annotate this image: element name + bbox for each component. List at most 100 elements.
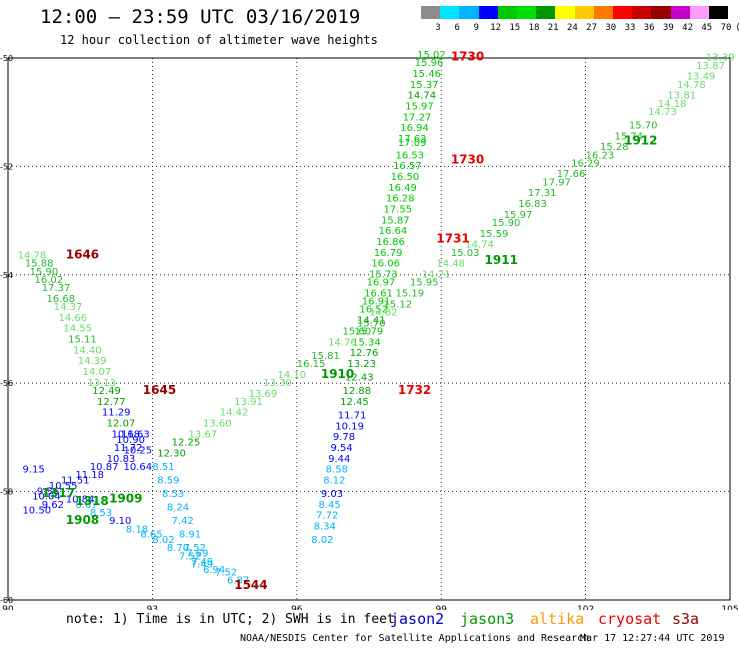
wave-height-label: 8.67: [75, 500, 97, 511]
x-tick-label: 99: [435, 605, 447, 610]
colorbar-swatch: [421, 6, 441, 19]
wave-height-label: 14.55: [63, 324, 92, 335]
time-label: 1911: [485, 253, 518, 267]
wave-height-label: 13.87: [696, 61, 725, 72]
wave-height-label: 15.19: [395, 288, 424, 299]
y-tick-label: -56: [0, 379, 13, 388]
wave-height-label: 10.68: [111, 429, 140, 440]
wave-height-label: 16.57: [393, 161, 422, 172]
wave-height-label: 14.41: [357, 316, 386, 327]
wave-height-label: 6.94: [203, 565, 225, 576]
wave-height-label: 16.02: [34, 275, 63, 286]
wave-height-label: 17.09: [398, 138, 427, 149]
x-tick-label: 96: [291, 605, 303, 610]
wave-height-label: 13.60: [203, 419, 232, 430]
wave-height-label: 10.84: [66, 494, 95, 505]
wave-height-label: 8.51: [152, 462, 174, 473]
wave-height-label: 13.69: [249, 389, 278, 400]
y-tick-label: -58: [0, 488, 13, 497]
wave-height-label: 9.78: [333, 432, 355, 443]
wave-height-label: 14.37: [54, 302, 83, 313]
wave-height-label: 14.66: [59, 313, 88, 324]
wave-height-label: 14.74: [465, 240, 494, 251]
wave-height-label: 8.59: [157, 475, 179, 486]
wave-height-label: 7.52: [184, 543, 206, 554]
wave-height-label: 8.45: [318, 500, 340, 511]
colorbar-swatch: [440, 6, 460, 19]
colorbar-label: 24: [566, 23, 578, 33]
wave-height-label: 10.25: [124, 446, 153, 457]
wave-height-label: 6.87: [227, 576, 249, 587]
footer-credit: NOAA/NESDIS Center for Satellite Applica…: [240, 633, 590, 644]
colorbar-swatch: [613, 6, 633, 19]
wave-height-label: 7.69: [186, 549, 208, 560]
wave-height-label: 17.37: [42, 283, 71, 294]
wave-height-label: 17.66: [557, 169, 586, 180]
wave-height-label: 16.86: [376, 237, 405, 248]
wave-height-label: 8.70: [167, 543, 189, 554]
wave-height-label: 10.90: [116, 435, 145, 446]
wave-height-label: 10.04: [32, 492, 61, 503]
wave-height-label: 11.72: [114, 443, 143, 454]
colorbar-label: 33: [624, 23, 636, 33]
wave-height-label: 16.64: [379, 226, 408, 237]
wave-height-label: 17.63: [398, 134, 427, 145]
wave-height-label: 8.12: [323, 475, 345, 486]
wave-height-label: 9.56: [37, 486, 59, 497]
wave-height-label: 14.39: [78, 356, 107, 367]
wave-height-label: 11.63: [121, 429, 150, 440]
colorbar-label: 21: [547, 23, 559, 33]
x-tick-label: 93: [147, 605, 158, 610]
wave-height-label: 7.52: [179, 551, 201, 562]
wave-height-label: 15.79: [355, 326, 384, 337]
wave-height-label: 15.81: [311, 351, 340, 362]
wave-height-label: 16.29: [571, 158, 600, 169]
wave-height-label: 10.19: [335, 421, 364, 432]
wave-height-label: 15.28: [600, 142, 629, 153]
wave-height-label: 8.34: [314, 522, 336, 533]
wave-height-label: 15.46: [412, 69, 441, 80]
wave-height-label: 15.97: [504, 210, 533, 221]
wave-height-label: 16.53: [395, 150, 424, 161]
wave-height-label: 9.44: [328, 454, 350, 465]
wave-height-label: 13.67: [189, 429, 218, 440]
wave-height-label: 14.18: [658, 99, 687, 110]
wave-height-label: 15.73: [369, 270, 398, 281]
wave-height-label: 8.65: [140, 530, 162, 541]
wave-height-label: 15.74: [614, 131, 643, 142]
y-tick-label: -52: [0, 162, 13, 171]
wave-height-label: 15.87: [381, 215, 410, 226]
colorbar-label: 45: [701, 23, 713, 33]
wave-height-label: 9.10: [109, 516, 131, 527]
wave-height-label: 17.97: [542, 177, 571, 188]
chart-subtitle: 12 hour collection of altimeter wave hei…: [60, 33, 378, 47]
y-tick-label: -60: [0, 596, 13, 605]
wave-height-label: 14.73: [648, 107, 677, 118]
colorbar-swatch: [517, 6, 537, 19]
wave-height-label: 15.37: [410, 80, 439, 91]
colorbar-label: 18: [528, 23, 540, 33]
y-tick-label: -50: [0, 54, 13, 63]
colorbar-swatch: [593, 6, 613, 19]
wave-height-label: 16.28: [386, 194, 415, 205]
time-label: 1645: [143, 383, 176, 397]
wave-height-label: 14.78: [18, 251, 47, 262]
time-label: 1731: [436, 231, 469, 245]
wave-height-label: 14.76: [328, 337, 357, 348]
wave-height-label: 15.59: [480, 229, 509, 240]
wave-height-label: 14.21: [422, 270, 451, 281]
time-label: 1730: [451, 50, 484, 64]
wave-height-label: 9.15: [22, 465, 44, 476]
plot-frame: [7, 57, 731, 601]
wave-height-label: 8.53: [90, 508, 112, 519]
wave-height-label: 9.62: [42, 500, 64, 511]
colorbar-label: 6: [454, 23, 460, 33]
wave-height-label: 15.02: [417, 50, 446, 61]
wave-height-label: 11.18: [75, 470, 104, 481]
wave-height-label: 17.31: [528, 188, 557, 199]
wave-height-label: 16.94: [400, 123, 429, 134]
time-label: 1909: [109, 491, 142, 505]
wave-height-label: 15.34: [352, 337, 381, 348]
x-tick-label: 105: [721, 605, 738, 610]
wave-height-label: 14.82: [369, 307, 398, 318]
